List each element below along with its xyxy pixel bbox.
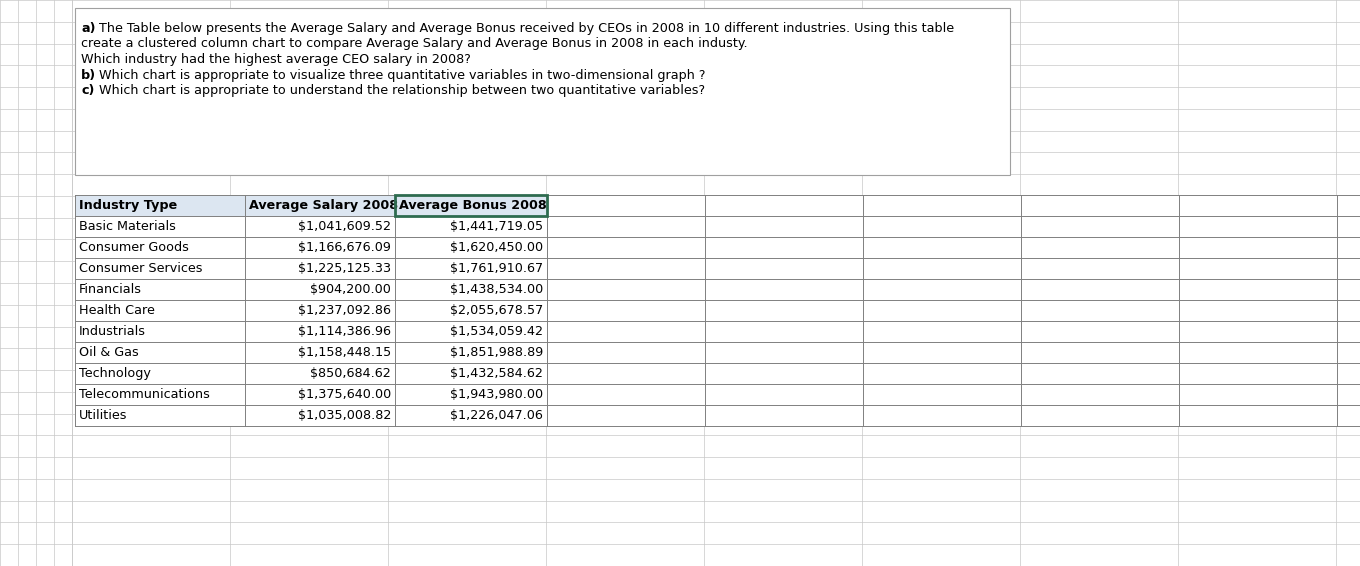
Text: create a clustered column chart to compare Average Salary and Average Bonus in 2: create a clustered column chart to compa… [82,37,748,50]
Text: Consumer Services: Consumer Services [79,262,203,275]
Bar [75,279,547,300]
Text: Telecommunications: Telecommunications [79,388,209,401]
Text: Which chart is appropriate to visualize three quantitative variables in two-dime: Which chart is appropriate to visualize … [95,68,706,82]
Text: The Table below presents the Average Salary and Average Bonus received by CEOs i: The Table below presents the Average Sal… [95,22,955,35]
Text: Which chart is appropriate to understand the relationship between two quantitati: Which chart is appropriate to understand… [95,84,704,97]
Bar [394,195,547,216]
Bar [704,195,864,426]
Bar [75,300,547,321]
Bar [75,258,547,279]
Bar [75,216,547,237]
Text: $1,375,640.00: $1,375,640.00 [298,388,392,401]
Bar [75,237,547,258]
Text: $1,166,676.09: $1,166,676.09 [298,241,392,254]
Text: a): a) [82,22,95,35]
Bar [1021,195,1179,426]
Text: $1,438,534.00: $1,438,534.00 [450,283,543,296]
Text: Average Salary 2008: Average Salary 2008 [249,199,398,212]
Bar [1179,195,1337,426]
Text: Industry Type: Industry Type [79,199,177,212]
Text: $1,620,450.00: $1,620,450.00 [450,241,543,254]
Text: $2,055,678.57: $2,055,678.57 [450,304,543,317]
Text: $1,441,719.05: $1,441,719.05 [450,220,543,233]
Text: $1,761,910.67: $1,761,910.67 [450,262,543,275]
Text: $1,943,980.00: $1,943,980.00 [450,388,543,401]
Bar [75,363,547,384]
Text: $1,432,584.62: $1,432,584.62 [450,367,543,380]
Text: Technology: Technology [79,367,151,380]
Text: $1,226,047.06: $1,226,047.06 [450,409,543,422]
Text: $850,684.62: $850,684.62 [310,367,392,380]
Text: $904,200.00: $904,200.00 [310,283,392,296]
Text: $1,158,448.15: $1,158,448.15 [298,346,392,359]
Text: c): c) [82,84,94,97]
Text: $1,035,008.82: $1,035,008.82 [298,409,392,422]
Text: $1,041,609.52: $1,041,609.52 [298,220,392,233]
Bar [864,195,1021,426]
Bar [75,405,547,426]
Text: $1,534,059.42: $1,534,059.42 [450,325,543,338]
Text: Industrials: Industrials [79,325,146,338]
Text: $1,114,386.96: $1,114,386.96 [298,325,392,338]
Text: $1,225,125.33: $1,225,125.33 [298,262,392,275]
Text: Financials: Financials [79,283,141,296]
Bar [75,384,547,405]
Bar [75,195,547,216]
Text: Consumer Goods: Consumer Goods [79,241,189,254]
Bar [75,342,547,363]
Bar [75,321,547,342]
Text: Health Care: Health Care [79,304,155,317]
Text: Utilities: Utilities [79,409,128,422]
Text: Average Bonus 2008: Average Bonus 2008 [398,199,547,212]
Text: $1,237,092.86: $1,237,092.86 [298,304,392,317]
Bar [1337,195,1360,426]
Text: Which industry had the highest average CEO salary in 2008?: Which industry had the highest average C… [82,53,471,66]
Bar [75,8,1010,175]
Text: Basic Materials: Basic Materials [79,220,175,233]
Text: $1,851,988.89: $1,851,988.89 [450,346,543,359]
Text: Oil & Gas: Oil & Gas [79,346,139,359]
Bar [547,195,704,426]
Text: b): b) [82,68,97,82]
